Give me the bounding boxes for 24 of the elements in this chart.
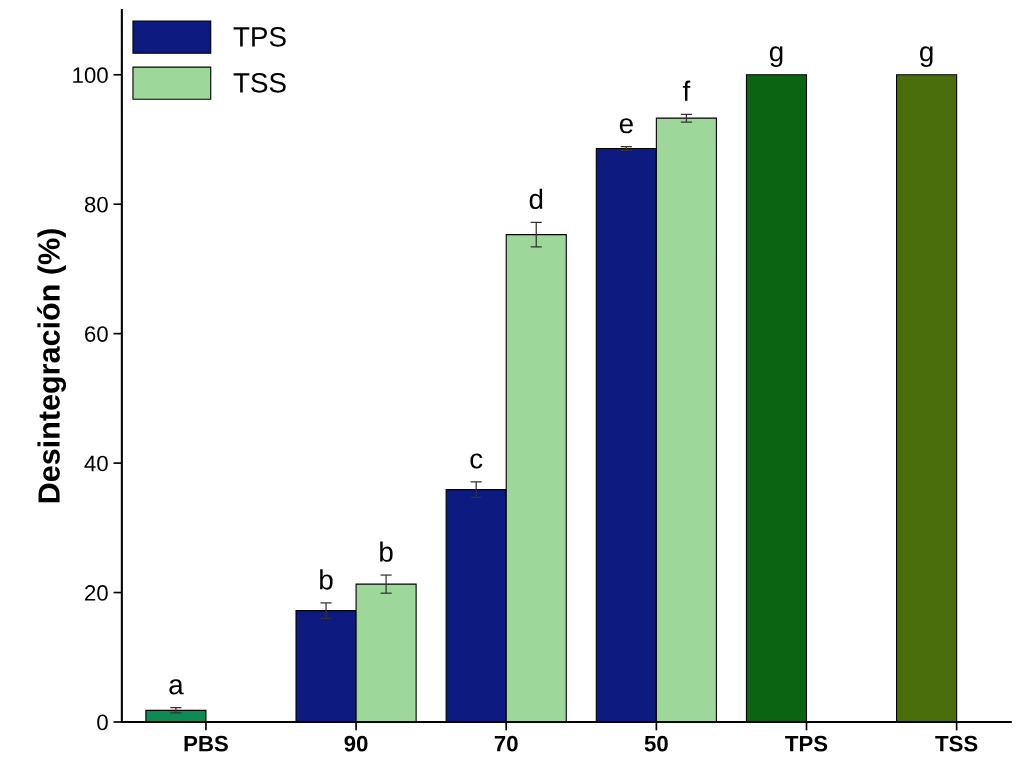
legend-label: TSS bbox=[233, 73, 286, 93]
data-label: b bbox=[320, 569, 333, 590]
data-label: a bbox=[169, 679, 184, 695]
data-label: b bbox=[380, 541, 393, 562]
y-axis-title: Desintegración (%) bbox=[37, 229, 67, 503]
data-label: e bbox=[619, 118, 633, 134]
data-label: g bbox=[920, 46, 933, 67]
y-tick-label: 0 bbox=[97, 714, 108, 731]
legend-label: TPS bbox=[233, 27, 286, 47]
y-tick-label: 60 bbox=[85, 326, 108, 342]
x-tick-label: TSS bbox=[935, 735, 978, 752]
x-tick-label: 50 bbox=[644, 735, 668, 752]
data-label: d bbox=[529, 188, 543, 210]
data-label: g bbox=[769, 46, 783, 67]
x-tick-label: 70 bbox=[494, 735, 518, 752]
x-tick-label: TPS bbox=[785, 735, 828, 752]
x-tick-label: 90 bbox=[344, 735, 368, 752]
data-label: c bbox=[470, 453, 483, 469]
y-tick-label: 20 bbox=[85, 585, 108, 601]
y-tick-label: 80 bbox=[84, 196, 108, 213]
x-tick-label: PBS bbox=[184, 735, 228, 752]
y-tick-label: 100 bbox=[73, 67, 108, 84]
y-tick-label: 40 bbox=[84, 455, 108, 472]
data-label: f bbox=[682, 80, 691, 101]
